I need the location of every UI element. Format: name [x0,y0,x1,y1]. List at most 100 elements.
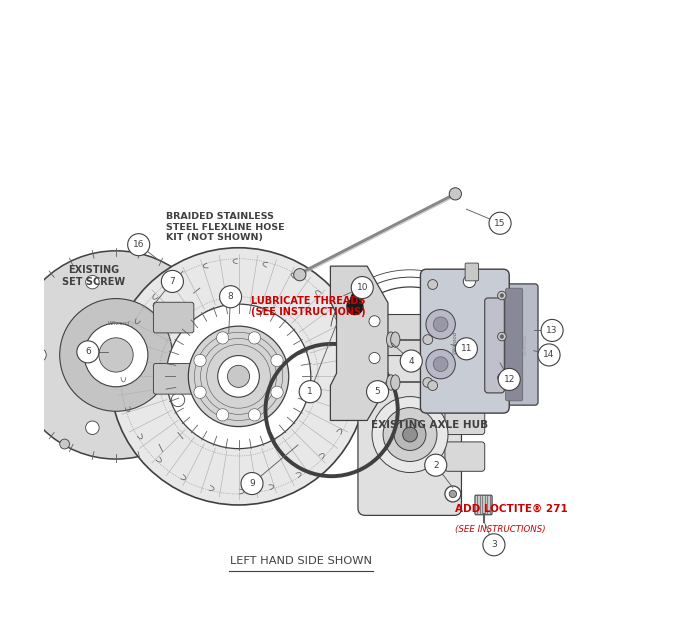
Circle shape [423,335,433,344]
Ellipse shape [391,332,400,347]
Circle shape [428,381,438,391]
Text: 2: 2 [433,460,439,470]
Circle shape [463,275,475,287]
Circle shape [538,344,560,366]
Circle shape [271,354,283,366]
Circle shape [498,291,506,300]
Polygon shape [330,266,388,420]
FancyBboxPatch shape [421,269,509,413]
FancyBboxPatch shape [365,315,455,355]
Circle shape [369,316,380,327]
Circle shape [428,279,438,289]
Text: wilwood: wilwood [523,334,528,355]
Circle shape [498,368,520,391]
Text: 4: 4 [408,357,414,366]
Circle shape [127,234,150,256]
Circle shape [489,212,511,234]
Circle shape [248,408,260,421]
Text: 12: 12 [503,375,515,384]
Ellipse shape [386,375,395,390]
Circle shape [426,349,455,379]
Text: EXISTING AXLE HUB: EXISTING AXLE HUB [371,420,488,431]
Circle shape [85,276,99,289]
Text: EXISTING
SET SCREW: EXISTING SET SCREW [62,265,125,287]
Text: 14: 14 [543,350,554,360]
Circle shape [498,332,506,341]
FancyBboxPatch shape [153,302,194,333]
FancyBboxPatch shape [484,298,504,393]
Text: 8: 8 [228,292,233,301]
Text: 3: 3 [491,540,497,549]
Circle shape [85,421,99,434]
Circle shape [369,391,380,402]
Text: 11: 11 [461,344,472,353]
Circle shape [12,251,220,459]
FancyBboxPatch shape [445,405,484,434]
Circle shape [194,354,206,366]
Circle shape [218,355,260,397]
Circle shape [445,486,461,502]
Circle shape [433,357,448,371]
Text: 15: 15 [494,219,506,228]
FancyBboxPatch shape [358,326,461,515]
Circle shape [84,323,148,387]
Circle shape [60,439,69,449]
Circle shape [299,381,321,403]
Text: 1: 1 [307,387,313,396]
FancyBboxPatch shape [475,495,492,515]
Circle shape [455,338,477,360]
FancyBboxPatch shape [153,363,194,394]
Text: LEFT HAND SIDE SHOWN: LEFT HAND SIDE SHOWN [230,556,372,566]
Circle shape [402,427,417,442]
Text: Wilwood: Wilwood [453,331,458,354]
Circle shape [500,294,504,297]
Circle shape [500,376,504,379]
Text: 7: 7 [169,277,175,286]
Circle shape [216,408,229,421]
Circle shape [271,386,283,399]
Circle shape [167,304,311,449]
Circle shape [498,373,506,382]
Circle shape [294,269,306,281]
Circle shape [162,271,183,292]
Circle shape [33,348,46,362]
Circle shape [172,393,185,407]
Text: BRAIDED STAINLESS
STEEL FLEXLINE HOSE
KIT (NOT SHOWN): BRAIDED STAINLESS STEEL FLEXLINE HOSE KI… [167,212,285,242]
Circle shape [77,341,99,363]
Ellipse shape [386,332,395,347]
Circle shape [425,454,447,476]
Circle shape [394,418,426,451]
Circle shape [541,320,563,342]
Circle shape [433,317,448,332]
Circle shape [369,352,380,363]
Circle shape [248,332,260,344]
Circle shape [351,276,373,298]
FancyBboxPatch shape [501,284,538,405]
Text: 9: 9 [249,479,255,488]
Circle shape [15,315,24,324]
FancyBboxPatch shape [465,263,479,281]
Circle shape [216,332,229,344]
Circle shape [383,408,437,462]
Polygon shape [347,298,363,315]
Text: LUBRICATE THREADS
(SEE INSTRUCTIONS): LUBRICATE THREADS (SEE INSTRUCTIONS) [251,295,365,317]
Circle shape [241,473,263,494]
Text: 13: 13 [547,326,558,335]
Text: 16: 16 [133,240,144,249]
Circle shape [449,188,461,200]
Circle shape [367,381,389,403]
Circle shape [194,386,206,399]
Circle shape [110,248,367,505]
Circle shape [372,397,448,473]
FancyBboxPatch shape [445,442,484,472]
Circle shape [449,490,456,497]
Circle shape [15,385,24,395]
Circle shape [188,326,289,426]
Circle shape [500,335,504,339]
Circle shape [423,378,433,387]
Circle shape [483,534,505,556]
Text: (SEE INSTRUCTIONS): (SEE INSTRUCTIONS) [455,525,546,534]
Circle shape [99,338,133,372]
Text: Wilwood: Wilwood [108,321,130,326]
Circle shape [400,350,422,372]
